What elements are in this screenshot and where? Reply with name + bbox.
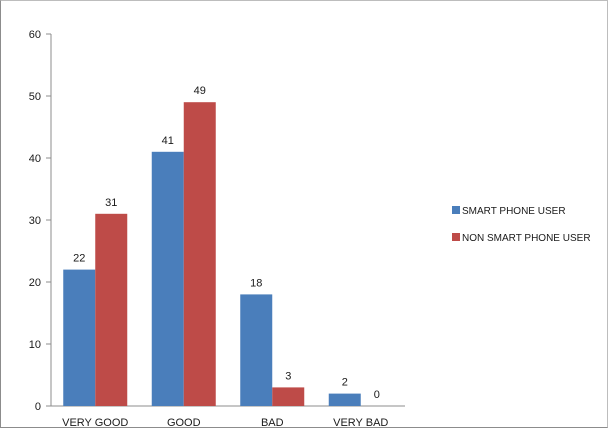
y-tick-label: 10 — [29, 339, 41, 351]
data-labels: 22 31 41 49 18 3 2 0 — [73, 85, 380, 401]
chart-bars — [63, 102, 361, 406]
data-label: 0 — [374, 389, 380, 401]
y-tick-label: 40 — [29, 153, 41, 165]
data-label: 2 — [342, 377, 348, 389]
bar — [151, 151, 184, 406]
x-axis-categories: VERY GOOD GOOD BAD VERY BAD — [62, 417, 388, 429]
y-tick-label: 20 — [29, 277, 41, 289]
chart-legend: SMART PHONE USER NON SMART PHONE USER — [452, 206, 591, 244]
x-axis-category-label: BAD — [261, 417, 284, 429]
bar — [183, 102, 216, 406]
data-label: 41 — [162, 135, 174, 147]
x-axis-category-label: VERY GOOD — [62, 417, 128, 429]
bar — [240, 294, 273, 406]
bar — [95, 213, 128, 406]
x-axis-category-label: VERY BAD — [333, 417, 388, 429]
data-label: 18 — [250, 277, 262, 289]
bar — [63, 269, 96, 406]
data-label: 49 — [194, 85, 206, 97]
data-label: 31 — [105, 197, 117, 209]
y-tick-label: 60 — [29, 29, 41, 41]
x-axis-category-label: GOOD — [167, 417, 201, 429]
y-tick-label: 0 — [35, 401, 41, 413]
legend-swatch — [452, 206, 460, 214]
legend-label: NON SMART PHONE USER — [462, 233, 591, 244]
bar — [272, 387, 305, 406]
y-tick-label: 50 — [29, 91, 41, 103]
legend-label: SMART PHONE USER — [462, 206, 566, 217]
y-tick-label: 30 — [29, 215, 41, 227]
data-label: 22 — [73, 253, 85, 265]
bar — [328, 393, 361, 406]
legend-swatch — [452, 233, 460, 241]
data-label: 3 — [285, 370, 291, 382]
y-axis-ticks: 0 10 20 30 40 50 60 — [29, 29, 51, 413]
